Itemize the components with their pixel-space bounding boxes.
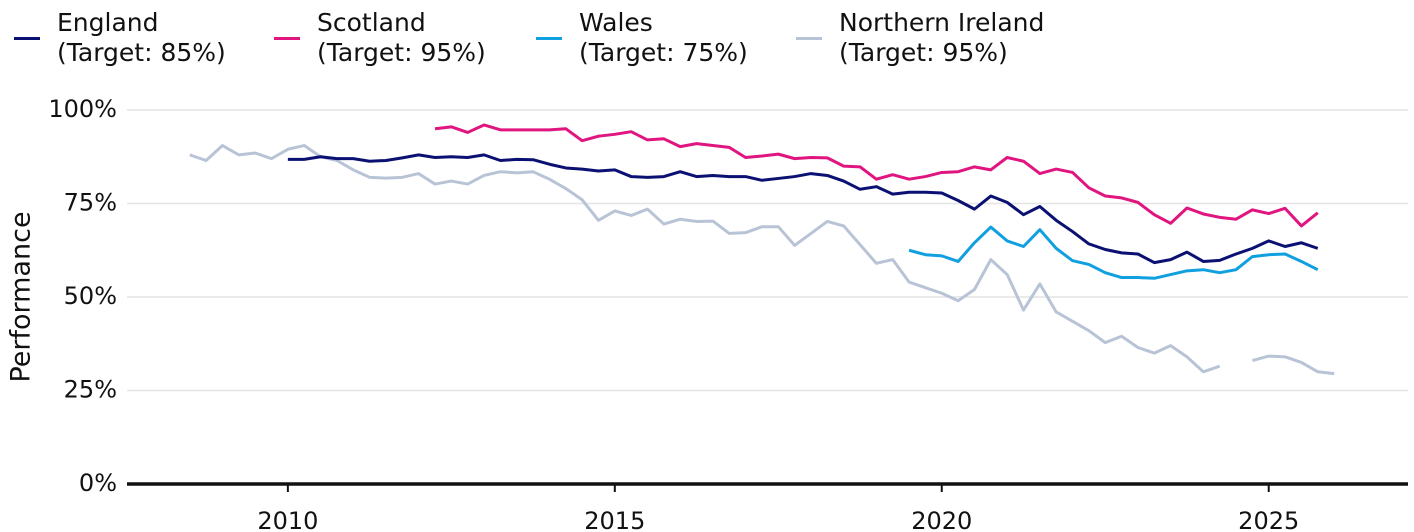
y-tick-label: 25% xyxy=(64,376,117,404)
series-line xyxy=(287,153,1319,265)
legend-swatch xyxy=(14,37,40,40)
legend: England (Target: 85%) Scotland (Target: 9… xyxy=(0,8,1414,78)
legend-swatch xyxy=(274,37,300,40)
y-tick-label: 75% xyxy=(64,189,117,217)
legend-label: Wales (Target: 75%) xyxy=(579,8,748,67)
x-tick-label: 2020 xyxy=(911,507,972,532)
y-tick-label: 0% xyxy=(79,469,117,497)
y-tick-label: 50% xyxy=(64,282,117,310)
series-line xyxy=(434,123,1319,228)
legend-swatch xyxy=(796,37,822,40)
legend-swatch xyxy=(536,37,562,40)
x-tick-label: 2015 xyxy=(584,507,645,532)
y-axis-label: Performance xyxy=(6,211,37,382)
series-line xyxy=(908,225,1319,280)
series-line xyxy=(189,144,1335,376)
x-tick-label: 2025 xyxy=(1238,507,1299,532)
legend-label: Scotland (Target: 95%) xyxy=(317,8,486,67)
x-tick-label: 2010 xyxy=(257,507,318,532)
y-tick-label: 100% xyxy=(48,95,117,123)
legend-label: England (Target: 85%) xyxy=(57,8,226,67)
legend-label: Northern Ireland (Target: 95%) xyxy=(839,8,1045,67)
